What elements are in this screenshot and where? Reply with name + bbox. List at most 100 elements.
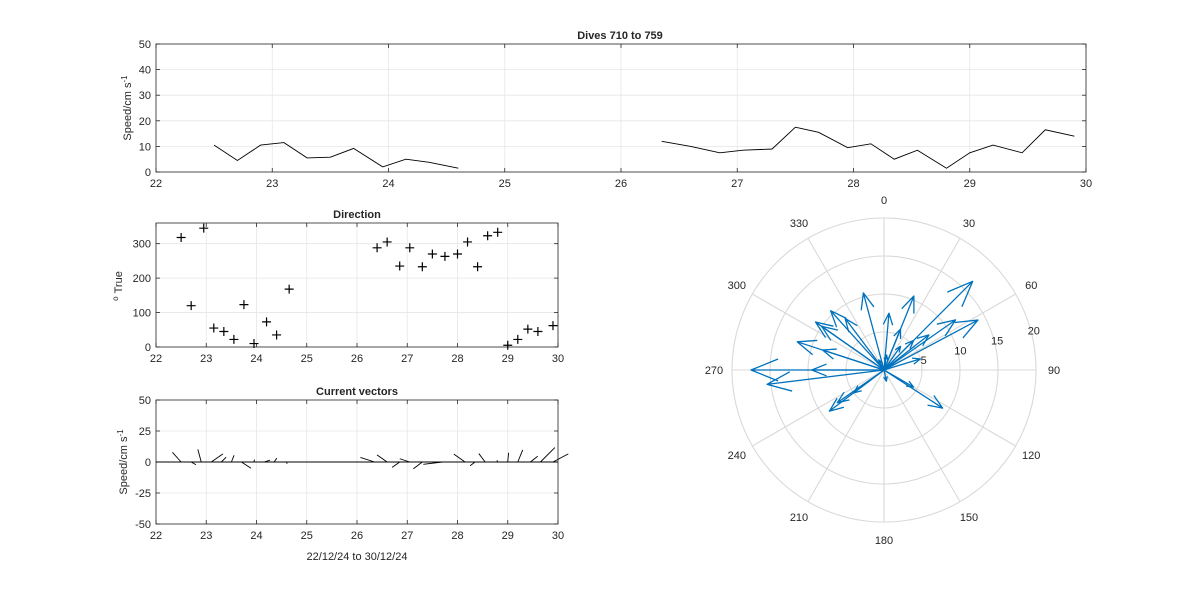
- direction-x-tick-label: 24: [250, 353, 262, 365]
- vectors-x-tick-label: 27: [401, 530, 413, 542]
- speed-y-label: Speed/cm s-1: [120, 75, 134, 141]
- polar-current-arrow: [845, 318, 884, 370]
- direction-point: [463, 237, 472, 246]
- vectors-x-tick-label: 22: [150, 530, 162, 542]
- direction-y-label: oTrue: [111, 271, 125, 301]
- direction-x-tick-label: 29: [502, 353, 514, 365]
- polar-spoke: [808, 370, 884, 502]
- vectors-x-tick-label: 28: [451, 530, 463, 542]
- direction-point: [503, 341, 512, 350]
- direction-point: [187, 301, 196, 310]
- polar-spoke: [884, 294, 1016, 370]
- current-vector-stick: [479, 454, 485, 462]
- speed-x-tick-label: 24: [382, 178, 394, 190]
- speed-x-tick-label: 28: [847, 178, 859, 190]
- vectors-x-tick-label: 24: [250, 530, 262, 542]
- polar-radius-label: 5: [921, 355, 927, 367]
- direction-point: [219, 327, 228, 336]
- current-vector-stick: [392, 462, 400, 467]
- vectors-x-tick-label: 26: [351, 530, 363, 542]
- speed-y-tick-label: 20: [139, 116, 151, 128]
- direction-chart-title: Direction: [333, 209, 381, 221]
- polar-radius-label: 20: [1028, 326, 1040, 338]
- speed-chart-title: Dives 710 to 759: [577, 30, 663, 42]
- current-vector-stick: [413, 462, 422, 469]
- polar-angle-label: 180: [875, 535, 893, 547]
- polar-angle-label: 0: [881, 195, 887, 207]
- direction-x-tick-label: 28: [451, 353, 463, 365]
- direction-point: [209, 324, 218, 333]
- polar-spoke: [752, 294, 884, 370]
- direction-point: [440, 252, 449, 261]
- speed-y-tick-label: 0: [145, 167, 151, 179]
- vectors-y-tick-label: 25: [139, 426, 151, 438]
- polar-angle-label: 90: [1048, 365, 1060, 377]
- direction-x-tick-label: 27: [401, 353, 413, 365]
- vectors-y-tick-label: -25: [135, 488, 151, 500]
- direction-point: [523, 325, 532, 334]
- current-vector-stick: [360, 457, 374, 462]
- direction-point: [373, 243, 382, 252]
- current-vector-stick: [198, 449, 201, 462]
- current-vector-stick: [172, 452, 181, 462]
- vectors-y-tick-label: -50: [135, 519, 151, 531]
- direction-point: [548, 321, 557, 330]
- polar-angle-label: 30: [963, 218, 975, 230]
- direction-point: [199, 224, 208, 233]
- direction-point: [395, 262, 404, 271]
- speed-x-tick-label: 23: [266, 178, 278, 190]
- speed-x-tick-label: 27: [731, 178, 743, 190]
- current-vector-stick: [274, 458, 277, 462]
- polar-radius-label: 15: [991, 335, 1003, 347]
- direction-y-tick-label: 100: [133, 308, 151, 320]
- current-vector-stick: [470, 462, 475, 466]
- direction-point: [229, 335, 238, 344]
- vectors-y-tick-label: 50: [139, 395, 151, 407]
- current-vectors-title: Current vectors: [316, 386, 398, 398]
- direction-y-tick-label: 300: [133, 239, 151, 251]
- vectors-x-tick-label: 25: [301, 530, 313, 542]
- direction-y-tick-label: 200: [133, 273, 151, 285]
- current-vector-stick: [211, 454, 223, 462]
- polar-angle-label: 150: [960, 512, 978, 524]
- speed-x-tick-label: 29: [964, 178, 976, 190]
- polar-angle-label: 330: [790, 218, 808, 230]
- direction-y-tick-label: 0: [145, 342, 151, 354]
- speed-x-tick-label: 22: [150, 178, 162, 190]
- vectors-y-tick-label: 0: [145, 457, 151, 469]
- direction-point: [533, 327, 542, 336]
- current-vector-stick: [530, 456, 537, 462]
- direction-point: [493, 228, 502, 237]
- direction-point: [262, 317, 271, 326]
- polar-angle-label: 60: [1025, 280, 1037, 292]
- vectors-y-label: Speed/cm s-1: [116, 429, 130, 495]
- vectors-x-tick-label: 30: [552, 530, 564, 542]
- polar-spoke: [884, 370, 960, 502]
- direction-point: [177, 233, 186, 242]
- current-vector-stick: [221, 457, 226, 462]
- speed-y-tick-label: 10: [139, 141, 151, 153]
- direction-point: [483, 231, 492, 240]
- current-vector-stick: [553, 454, 568, 462]
- direction-point: [285, 285, 294, 294]
- direction-point: [453, 250, 462, 259]
- direction-x-tick-label: 30: [552, 353, 564, 365]
- speed-y-tick-label: 30: [139, 90, 151, 102]
- direction-point: [405, 243, 414, 252]
- direction-x-tick-label: 23: [200, 353, 212, 365]
- direction-x-tick-label: 25: [301, 353, 313, 365]
- direction-point: [428, 250, 437, 259]
- direction-x-tick-label: 26: [351, 353, 363, 365]
- vectors-x-tick-label: 23: [200, 530, 212, 542]
- current-vector-stick: [454, 454, 465, 462]
- current-vector-stick: [241, 462, 251, 468]
- speed-y-tick-label: 50: [139, 39, 151, 51]
- polar-angle-label: 240: [728, 450, 746, 462]
- current-vector-stick: [231, 455, 234, 462]
